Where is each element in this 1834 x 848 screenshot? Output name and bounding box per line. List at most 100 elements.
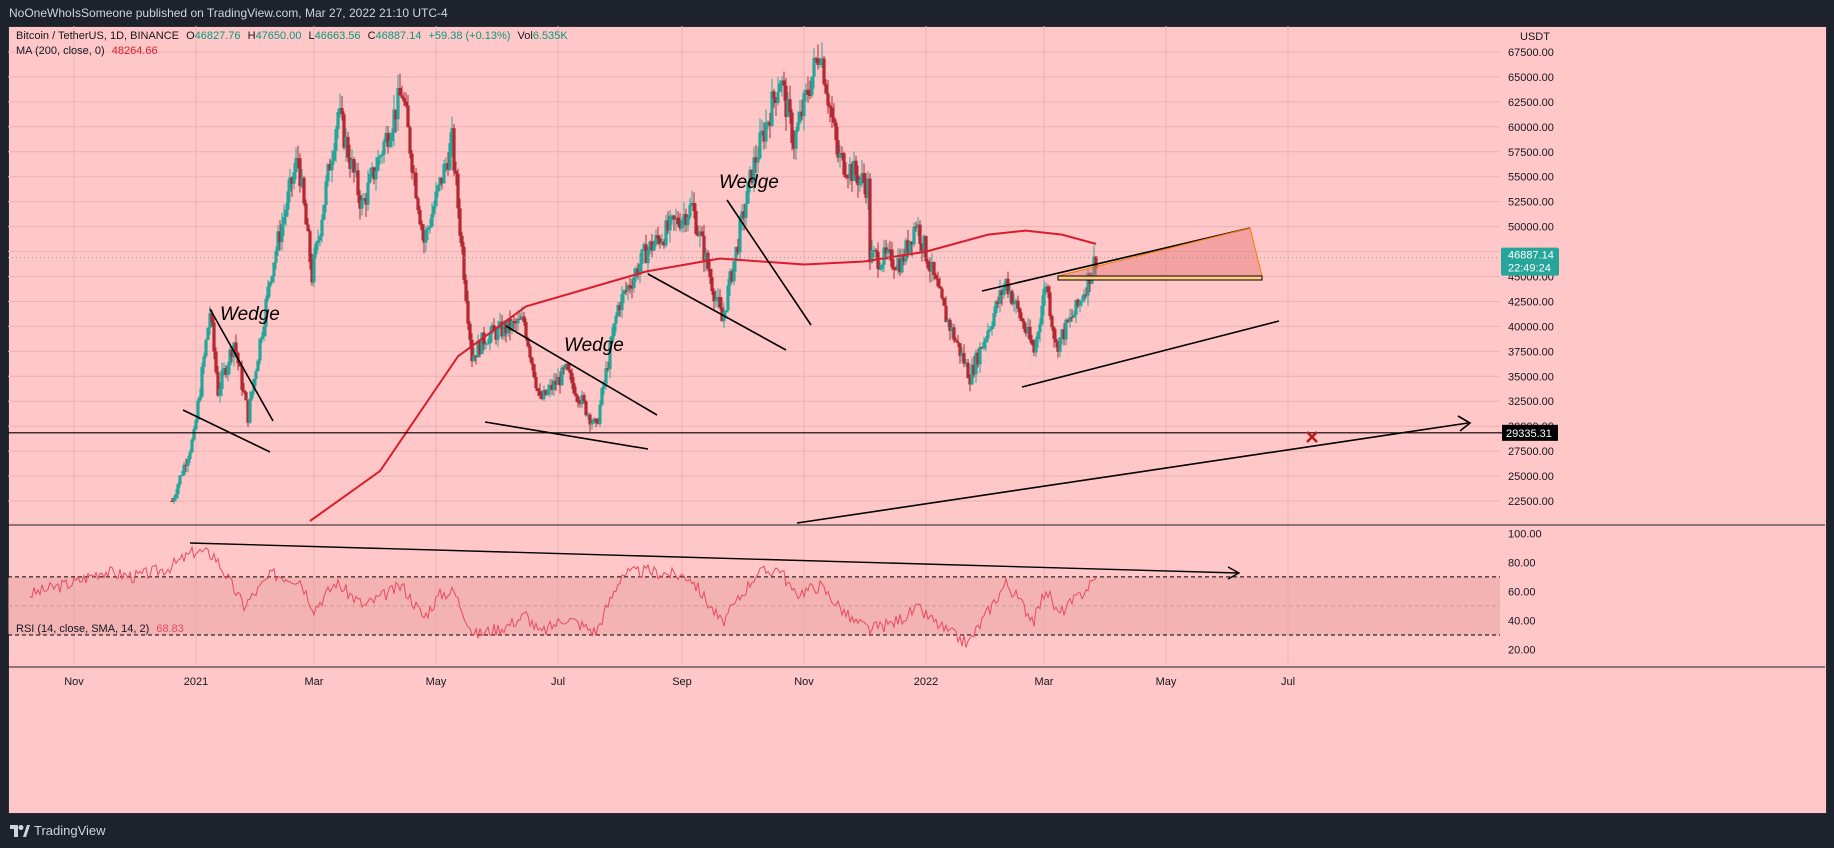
candle-body (796, 122, 800, 131)
candle-body (896, 258, 900, 270)
candle-body (522, 316, 526, 323)
candle-body (408, 127, 412, 154)
rsi-tick-label: 40.00 (1508, 615, 1536, 627)
rsi-trend-arrow-head[interactable] (1227, 566, 1241, 580)
channel-lower-line[interactable] (1021, 320, 1280, 388)
candle-body (1056, 342, 1060, 352)
candle-body (464, 279, 468, 301)
candle-body (660, 241, 664, 245)
trendline-drawings: Wedge Wedge Wedge (8, 172, 1518, 580)
candle-body (506, 318, 510, 334)
candle-body (518, 318, 522, 320)
channel-upper-line[interactable] (981, 227, 1251, 292)
candle-body (258, 338, 262, 361)
candle-body (806, 89, 810, 95)
candle-body (262, 326, 266, 337)
candle-body (460, 235, 464, 247)
candle-body (692, 202, 696, 212)
close-value: 46887.14 (375, 30, 422, 42)
candle-body (832, 117, 836, 123)
wedge-annotation-3[interactable]: Wedge (719, 172, 779, 193)
candle-body (316, 240, 320, 244)
candle-body (270, 276, 274, 283)
candle-body (946, 319, 950, 323)
candle-body (188, 452, 192, 460)
candle-body (1078, 301, 1082, 306)
candle-body (930, 261, 934, 272)
candle-body (444, 163, 448, 165)
candle-body (856, 175, 860, 186)
candle-body (952, 327, 956, 341)
candle-body (892, 267, 896, 270)
candle-body (658, 238, 662, 245)
candle-body (886, 249, 890, 254)
wedge-3-upper-line[interactable] (726, 199, 812, 326)
candle-body (304, 203, 308, 225)
candle-body (454, 170, 458, 174)
candle-body (604, 368, 608, 384)
candle-body (384, 133, 388, 142)
candle-body (1032, 344, 1036, 353)
candle-body (942, 297, 946, 306)
candle-body (702, 235, 706, 262)
wedge-2-upper-line[interactable] (505, 325, 658, 416)
candle-body (426, 228, 430, 231)
price-tick-label: 42500.00 (1508, 296, 1554, 308)
candle-body (172, 498, 176, 502)
wedge-1-lower-line[interactable] (182, 409, 271, 453)
candle-body (370, 167, 374, 174)
candle-body (212, 322, 216, 352)
candle-body (376, 157, 380, 171)
candle-body (392, 109, 396, 134)
candle-body (232, 342, 236, 357)
ma-legend[interactable]: MA (200, close, 0) 48264.66 (16, 45, 162, 57)
candle-body (934, 275, 938, 279)
candle-body (798, 111, 802, 123)
candle-body (978, 347, 982, 365)
rsi-trend-arrow-line[interactable] (189, 542, 1239, 574)
candle-body (610, 336, 614, 343)
candle-body (788, 99, 792, 113)
candle-body (918, 224, 922, 244)
wedge-1-upper-line[interactable] (209, 308, 274, 422)
candle-body (552, 380, 556, 390)
low-label: L (308, 30, 315, 42)
candle-body (750, 169, 754, 183)
symbol-legend[interactable]: Bitcoin / TetherUS, 1D, BINANCE O46827.7… (16, 30, 572, 42)
candle-body (586, 414, 590, 416)
candle-body (508, 318, 512, 331)
rsi-legend[interactable]: RSI (14, close, SMA, 14, 2) 68.83 (16, 623, 188, 635)
candle-body (514, 321, 518, 324)
candle-body (550, 384, 554, 390)
candle-body (184, 464, 188, 466)
candle-body (430, 214, 434, 227)
candle-body (676, 217, 680, 224)
candle-body (218, 388, 222, 396)
ma-200-line (309, 229, 1097, 522)
candle-body (902, 255, 906, 262)
candle-body (534, 377, 538, 389)
candle-body (790, 112, 794, 144)
price-tick-label: 55000.00 (1508, 172, 1554, 184)
level-price-label: 29335.31 (1506, 428, 1552, 440)
candle-body (622, 290, 626, 295)
candle-body (802, 92, 806, 117)
candle-body (606, 368, 610, 370)
chart-background[interactable] (8, 26, 1827, 814)
candle-body (298, 158, 302, 187)
wedge-3-lower-line[interactable] (647, 273, 787, 351)
wedge-annotation-1[interactable]: Wedge (220, 304, 280, 325)
open-value: 46827.76 (194, 30, 241, 42)
resistance-box[interactable] (1057, 275, 1263, 281)
candle-body (844, 174, 848, 178)
long-trend-arrow-line[interactable] (796, 422, 1469, 524)
candle-body (436, 185, 440, 192)
candle-body (302, 177, 306, 204)
chart-canvas[interactable]: Wedge Wedge Wedge 67500.00 65000.00 62500.00… (8, 26, 1827, 814)
candle-body (234, 342, 238, 353)
wedge-annotation-2[interactable]: Wedge (564, 335, 624, 356)
candle-body (418, 210, 422, 225)
long-trend-arrow-head[interactable] (1457, 415, 1472, 432)
wedge-2-lower-line[interactable] (484, 421, 649, 450)
candle-body (816, 58, 820, 65)
